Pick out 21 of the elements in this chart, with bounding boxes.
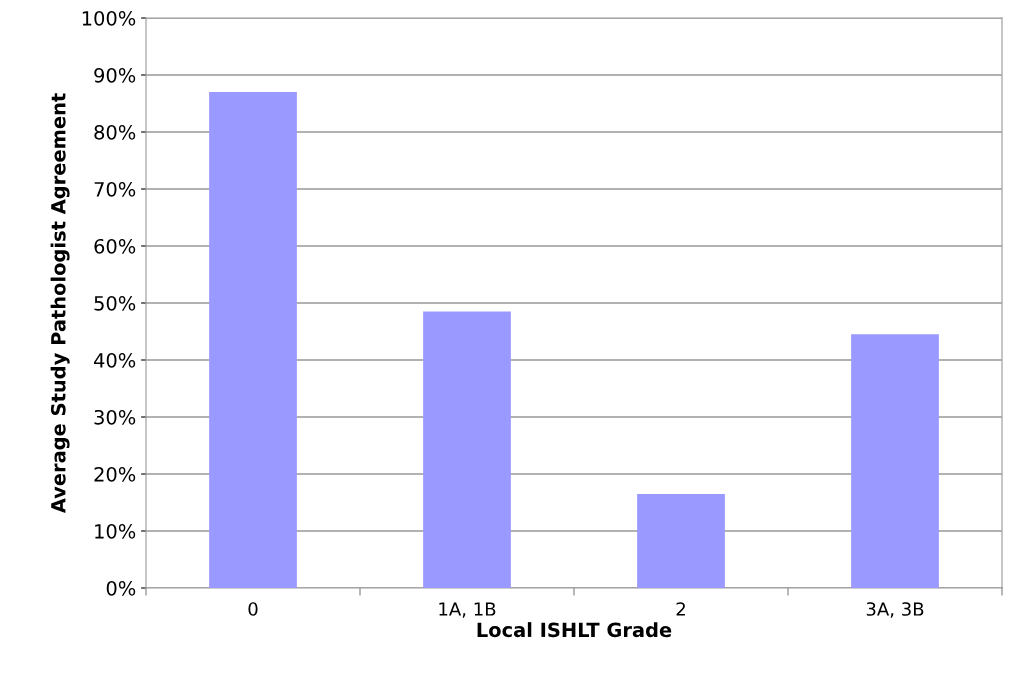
x-tick-label: 0 <box>248 602 258 616</box>
x-tick-label: 3A, 3B <box>866 602 924 618</box>
x-tick-label: 1A, 1B <box>439 602 496 618</box>
x-axis-title: Local ISHLT Grade <box>477 622 672 638</box>
y-tick-label: 60% <box>94 238 136 254</box>
y-tick-label: 70% <box>94 181 136 197</box>
bar <box>423 311 511 588</box>
y-tick-label: 80% <box>94 124 136 140</box>
bar <box>209 92 297 588</box>
y-tick-label: 10% <box>95 523 136 539</box>
y-tick-label: 20% <box>94 466 136 482</box>
bar <box>851 334 939 588</box>
y-tick-label: 30% <box>94 409 136 425</box>
y-axis-title: Average Study Pathologist Agreement <box>50 93 70 514</box>
y-tick-label: 0% <box>106 580 136 596</box>
bar <box>637 493 725 588</box>
y-tick-label: 100% <box>82 10 136 26</box>
y-tick-label: 50% <box>94 295 136 311</box>
y-tick-label: 90% <box>94 67 136 83</box>
y-tick-label: 40% <box>94 352 136 368</box>
x-tick-label: 2 <box>676 602 685 616</box>
